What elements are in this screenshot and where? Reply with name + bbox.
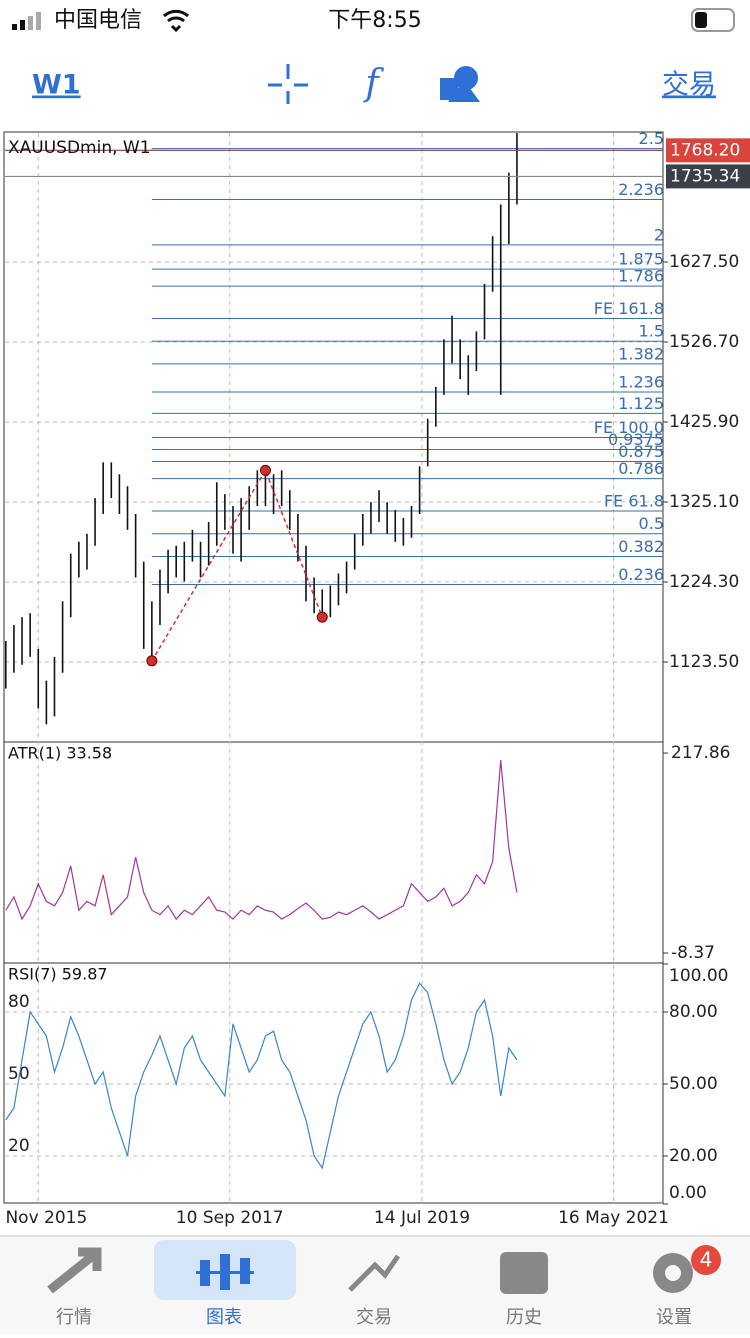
atr-line <box>5 759 518 921</box>
fibo-label: 2.5 <box>639 129 664 148</box>
fibo-label: 0.875 <box>618 442 664 461</box>
tab-icon-chart <box>196 1254 254 1290</box>
fibo-path <box>151 468 323 662</box>
tab-icon-quotes <box>47 1247 102 1294</box>
fibo-label: 0.5 <box>639 514 664 533</box>
price-box <box>666 138 750 163</box>
indicators-button[interactable]: f <box>362 63 384 104</box>
y-tick-label: 1224.30 <box>669 572 739 592</box>
y-tick-label: 1325.10 <box>669 492 739 512</box>
crosshair-button[interactable] <box>268 64 308 104</box>
badge <box>691 1245 721 1275</box>
fibo-label: 1.5 <box>639 322 664 341</box>
atr-label: ATR(1) 33.58 <box>8 744 112 763</box>
tab-label[interactable]: 历史 <box>506 1307 542 1328</box>
price-box <box>666 164 750 189</box>
tab-label[interactable]: 行情 <box>56 1307 92 1328</box>
clock: 下午8:55 <box>328 8 421 33</box>
tab-icon-trade <box>348 1254 401 1292</box>
chart-frame <box>3 131 664 1204</box>
y-tick-label: 100.00 <box>669 966 728 986</box>
tab-icon-settings-hole <box>665 1265 681 1281</box>
y-tick-label: 80.00 <box>669 1002 718 1022</box>
trade-button[interactable]: 交易 <box>662 70 716 101</box>
fibo-label: FE 161.8 <box>594 299 664 318</box>
y-tick-label: 1526.70 <box>669 332 739 352</box>
price-box-label: 1735.34 <box>670 166 740 186</box>
tab-bar <box>0 1236 750 1334</box>
price-box-label: 1768.20 <box>670 140 740 160</box>
fibo-label: 1.125 <box>618 394 664 413</box>
y-tick-label: 1627.50 <box>669 252 739 272</box>
tab-label[interactable]: 交易 <box>356 1307 392 1328</box>
y-tick-label: 50.00 <box>669 1074 718 1094</box>
rsi-level-label: 50 <box>8 1064 30 1084</box>
fibo-label: 1.875 <box>618 250 664 269</box>
fibo-point <box>316 611 328 623</box>
fibo-label: 0.9375 <box>608 430 664 449</box>
y-tick-label: 0.00 <box>669 1183 707 1203</box>
y-tick-label: -8.37 <box>671 943 715 963</box>
rsi-label: RSI(7) 59.87 <box>8 965 108 984</box>
fibo-point <box>259 464 271 476</box>
y-tick-label: 20.00 <box>669 1146 718 1166</box>
fibo-label: 1.786 <box>618 267 664 286</box>
battery-level <box>695 12 707 28</box>
battery <box>691 8 735 32</box>
badge-count: 4 <box>700 1248 713 1272</box>
rsi-level-label: 20 <box>8 1136 30 1156</box>
tab-icon-history <box>500 1252 548 1294</box>
tab-label[interactable]: 设置 <box>656 1307 692 1328</box>
fibo-label: 2.236 <box>618 180 664 199</box>
chart-layer: 8 Nov 2015 10 Sep 2017 14 Jul 2019 16 May 2… <box>0 129 750 1228</box>
signal <box>12 12 41 30</box>
x-tick-label: 16 May 2021 <box>558 1208 669 1228</box>
x-tick-label: 14 Jul 2019 <box>374 1208 470 1228</box>
y-tick-label: 1425.90 <box>669 412 739 432</box>
chart-title: XAUUSDmin, W1 <box>8 138 151 158</box>
rsi-level-label: 80 <box>8 992 30 1012</box>
wifi-icon <box>163 9 189 33</box>
fibo-label: 2 <box>654 225 664 244</box>
tab-label[interactable]: 图表 <box>206 1307 242 1328</box>
x-tick-label: 8 Nov 2015 <box>0 1208 87 1228</box>
fibo-label: 1.236 <box>618 373 664 392</box>
fibo-label: 0.382 <box>618 537 664 556</box>
fibo-label: 0.236 <box>618 565 664 584</box>
y-tick-label: 217.86 <box>671 743 730 763</box>
y-tick-label: 1123.50 <box>669 652 739 672</box>
rsi-line <box>5 982 518 1170</box>
fibo-label: 1.382 <box>618 344 664 363</box>
objects-button[interactable] <box>440 66 480 102</box>
timeframe-button[interactable]: W1 <box>32 70 81 101</box>
fibo-point <box>146 655 158 667</box>
carrier: 中国电信 <box>54 8 142 33</box>
x-tick-label: 10 Sep 2017 <box>176 1208 284 1228</box>
fibo-label: FE 100.0 <box>594 418 664 437</box>
fibo-label: 0.786 <box>618 459 664 478</box>
fibo-label: FE 61.8 <box>604 492 664 511</box>
